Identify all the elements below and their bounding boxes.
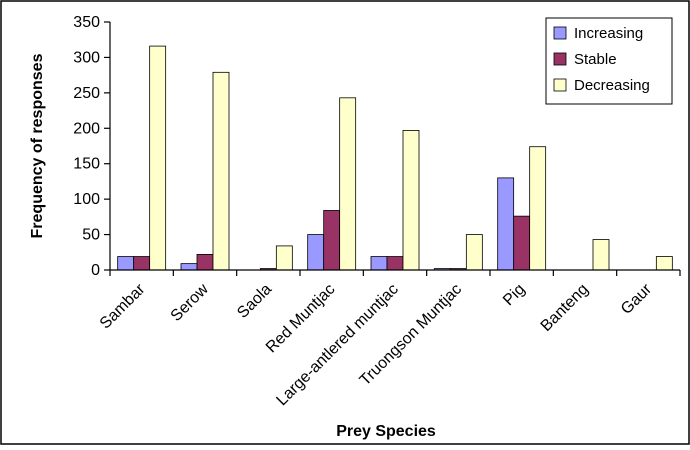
legend-label: Stable [574, 51, 617, 68]
y-tick-label: 150 [73, 156, 100, 173]
bar-decreasing [275, 245, 293, 271]
bar-increasing [497, 177, 515, 271]
bar-increasing [307, 234, 325, 271]
y-axis-title: Frequency of responses [29, 53, 46, 238]
bar-increasing [370, 256, 388, 271]
bar-stable [133, 256, 151, 271]
x-axis-title: Prey Species [336, 423, 436, 440]
bar-decreasing [465, 234, 483, 271]
bar-stable [386, 256, 404, 271]
bars-layer [117, 45, 673, 271]
bar-decreasing [655, 256, 673, 271]
legend-swatch [553, 78, 567, 92]
legend-swatch [553, 26, 567, 40]
bar-increasing [117, 256, 135, 271]
bar-decreasing [339, 97, 357, 271]
legend-label: Increasing [574, 25, 643, 42]
y-tick-label: 200 [73, 120, 100, 137]
bar-decreasing [212, 71, 230, 271]
y-tick-label: 350 [73, 14, 100, 31]
bar-decreasing [402, 130, 420, 271]
legend-label: Decreasing [574, 77, 650, 94]
y-tick-label: 50 [82, 227, 100, 244]
y-tick-label: 250 [73, 85, 100, 102]
y-ticks: 0 50 100 150 200 250 300 350 [73, 14, 110, 279]
bar-decreasing [529, 146, 547, 271]
y-tick-label: 300 [73, 49, 100, 66]
legend-items: Increasing Stable Decreasing [553, 25, 650, 94]
y-tick-label: 100 [73, 191, 100, 208]
bar-stable [513, 215, 531, 271]
bar-decreasing [592, 239, 610, 271]
legend-box [545, 17, 673, 105]
legend: Increasing Stable Decreasing [545, 17, 673, 105]
bar-decreasing [149, 45, 167, 271]
legend-swatch [553, 52, 567, 66]
bar-stable [323, 210, 341, 271]
y-tick-label: 0 [91, 262, 100, 279]
bar-stable [196, 254, 214, 271]
bar-increasing [180, 263, 198, 271]
